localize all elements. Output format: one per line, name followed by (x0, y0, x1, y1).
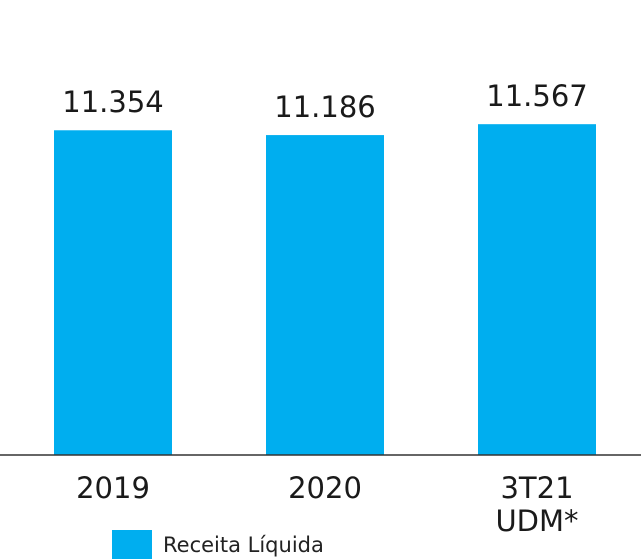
legend-swatch (112, 530, 152, 559)
x-tick-label: 3T21 UDM* (495, 471, 579, 539)
value-label: 11.186 (274, 90, 376, 125)
value-label: 11.354 (62, 85, 164, 120)
bar (478, 124, 596, 455)
x-tick-label: 2020 (288, 471, 362, 505)
x-tick-label: 2019 (76, 471, 150, 505)
bar (266, 135, 384, 456)
legend-label: Receita Líquida (163, 533, 324, 557)
bar (54, 130, 172, 455)
value-label: 11.567 (486, 79, 588, 114)
